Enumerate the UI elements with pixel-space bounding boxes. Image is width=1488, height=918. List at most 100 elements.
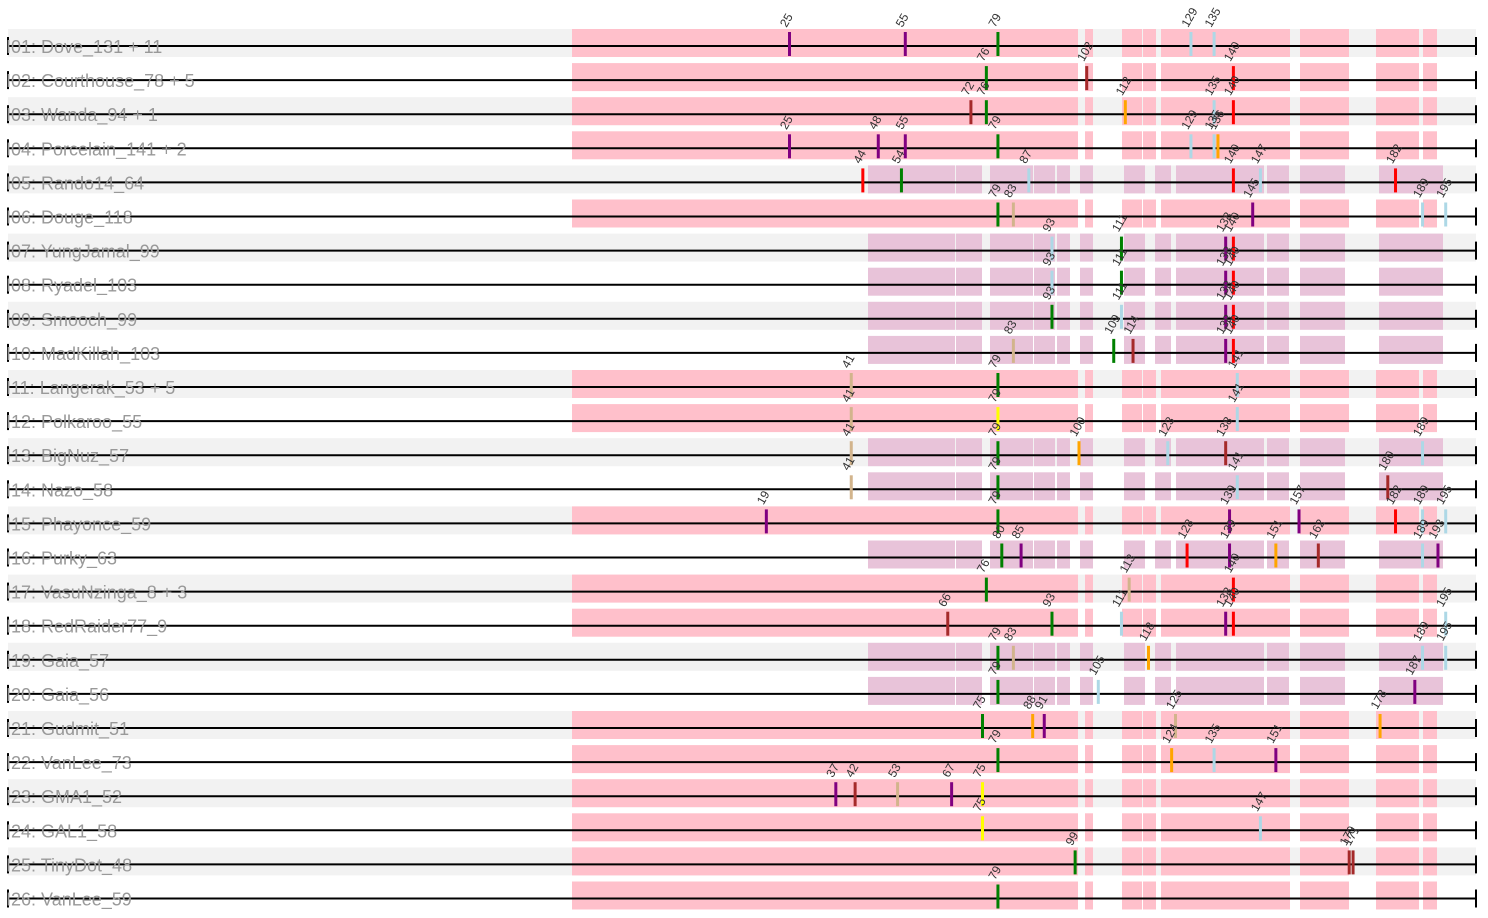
- coverage-block: [1161, 97, 1207, 126]
- coverage-block: [1233, 847, 1290, 876]
- coverage-block: [1423, 608, 1437, 637]
- coverage-block: [1161, 847, 1207, 876]
- coverage-block: [1379, 335, 1431, 364]
- phage-label: I10: MadKillah_103: [6, 344, 160, 365]
- coverage-block: [910, 267, 955, 296]
- coverage-block: [1122, 370, 1142, 398]
- position-label: 44: [850, 147, 869, 166]
- coverage-block: [1300, 165, 1345, 194]
- coverage-block: [1052, 881, 1078, 910]
- coverage-block: [1155, 642, 1171, 671]
- coverage-block: [1431, 335, 1443, 364]
- phage-row: I02: Courthouse_78 + 576 102 140: [6, 39, 1477, 92]
- coverage-block: [1300, 335, 1345, 364]
- coverage-block: [1300, 438, 1345, 467]
- coverage-block: [1085, 608, 1093, 637]
- position-label: 37: [823, 761, 842, 780]
- coverage-block: [1122, 131, 1142, 160]
- coverage-block: [1080, 540, 1093, 569]
- position-label: 79: [985, 11, 1004, 30]
- coverage-block: [1431, 301, 1443, 330]
- coverage-block: [910, 642, 955, 671]
- coverage-block: [1122, 506, 1142, 535]
- coverage-block: [1161, 199, 1207, 228]
- coverage-block: [956, 267, 982, 296]
- coverage-block: [1052, 813, 1078, 842]
- position-label: 93: [1039, 590, 1058, 609]
- coverage-block: [1376, 97, 1419, 126]
- coverage-block: [1085, 881, 1093, 910]
- position-label: 87: [1016, 147, 1035, 166]
- coverage-block: [1155, 301, 1171, 330]
- coverage-block: [1057, 540, 1070, 569]
- coverage-block: [1423, 63, 1437, 92]
- coverage-block: [1124, 233, 1145, 262]
- position-label: 53: [885, 761, 904, 780]
- coverage-block: [1207, 63, 1233, 92]
- coverage-block: [1085, 29, 1093, 57]
- coverage-block: [1423, 404, 1437, 433]
- coverage-block: [1143, 29, 1156, 57]
- coverage-block: [1155, 165, 1171, 194]
- phage-label: I24: GAL1_58: [6, 821, 117, 842]
- position-label: 48: [866, 113, 885, 132]
- coverage-block: [1207, 847, 1233, 876]
- coverage-block: [1300, 199, 1349, 228]
- position-label: 83: [1001, 624, 1020, 643]
- coverage-block: [1423, 199, 1437, 228]
- phage-label: I19: Gaia_57: [6, 651, 109, 672]
- coverage-block: [1267, 676, 1289, 705]
- coverage-block: [1207, 745, 1233, 774]
- coverage-block: [1207, 404, 1233, 433]
- coverage-block: [1143, 813, 1156, 842]
- coverage-block: [1085, 506, 1093, 535]
- coverage-block: [1122, 881, 1142, 910]
- position-label: 85: [1009, 522, 1028, 541]
- coverage-block: [1080, 676, 1093, 705]
- phage-row: I26: VanLee_59 79: [6, 863, 1477, 911]
- coverage-block: [1161, 711, 1207, 739]
- coverage-block: [1034, 165, 1055, 194]
- coverage-block: [1080, 165, 1093, 194]
- coverage-block: [1431, 438, 1443, 467]
- coverage-block: [572, 199, 1052, 228]
- coverage-block: [868, 472, 910, 501]
- position-label: 79: [985, 420, 1004, 439]
- coverage-block: [1124, 165, 1145, 194]
- coverage-block: [1233, 608, 1290, 637]
- coverage-block: [1124, 438, 1145, 467]
- coverage-block: [572, 404, 1052, 433]
- coverage-block: [1161, 131, 1207, 160]
- coverage-block: [1176, 233, 1264, 262]
- position-label: 42: [843, 761, 862, 780]
- coverage-block: [1122, 813, 1142, 842]
- coverage-block: [1155, 335, 1171, 364]
- coverage-block: [1267, 233, 1289, 262]
- coverage-block: [1233, 506, 1290, 535]
- phage-label: I20: Gaia_56: [6, 685, 109, 706]
- coverage-block: [1124, 267, 1145, 296]
- coverage-block: [1300, 642, 1345, 671]
- coverage-block: [910, 335, 955, 364]
- coverage-block: [956, 472, 982, 501]
- coverage-block: [1034, 438, 1055, 467]
- coverage-block: [1085, 574, 1093, 603]
- phage-label: I06: Douge_118: [6, 208, 133, 229]
- coverage-block: [1207, 370, 1233, 398]
- coverage-block: [1176, 335, 1264, 364]
- phage-label: I05: Rando14_64: [6, 173, 144, 194]
- coverage-block: [910, 438, 955, 467]
- phage-label: I16: Purky_63: [6, 549, 117, 570]
- coverage-block: [1052, 97, 1078, 126]
- coverage-block: [1376, 574, 1419, 603]
- coverage-block: [1057, 165, 1070, 194]
- coverage-block: [572, 813, 1052, 842]
- coverage-block: [1233, 63, 1290, 92]
- coverage-block: [956, 642, 982, 671]
- coverage-block: [1300, 97, 1349, 126]
- coverage-block: [868, 165, 910, 194]
